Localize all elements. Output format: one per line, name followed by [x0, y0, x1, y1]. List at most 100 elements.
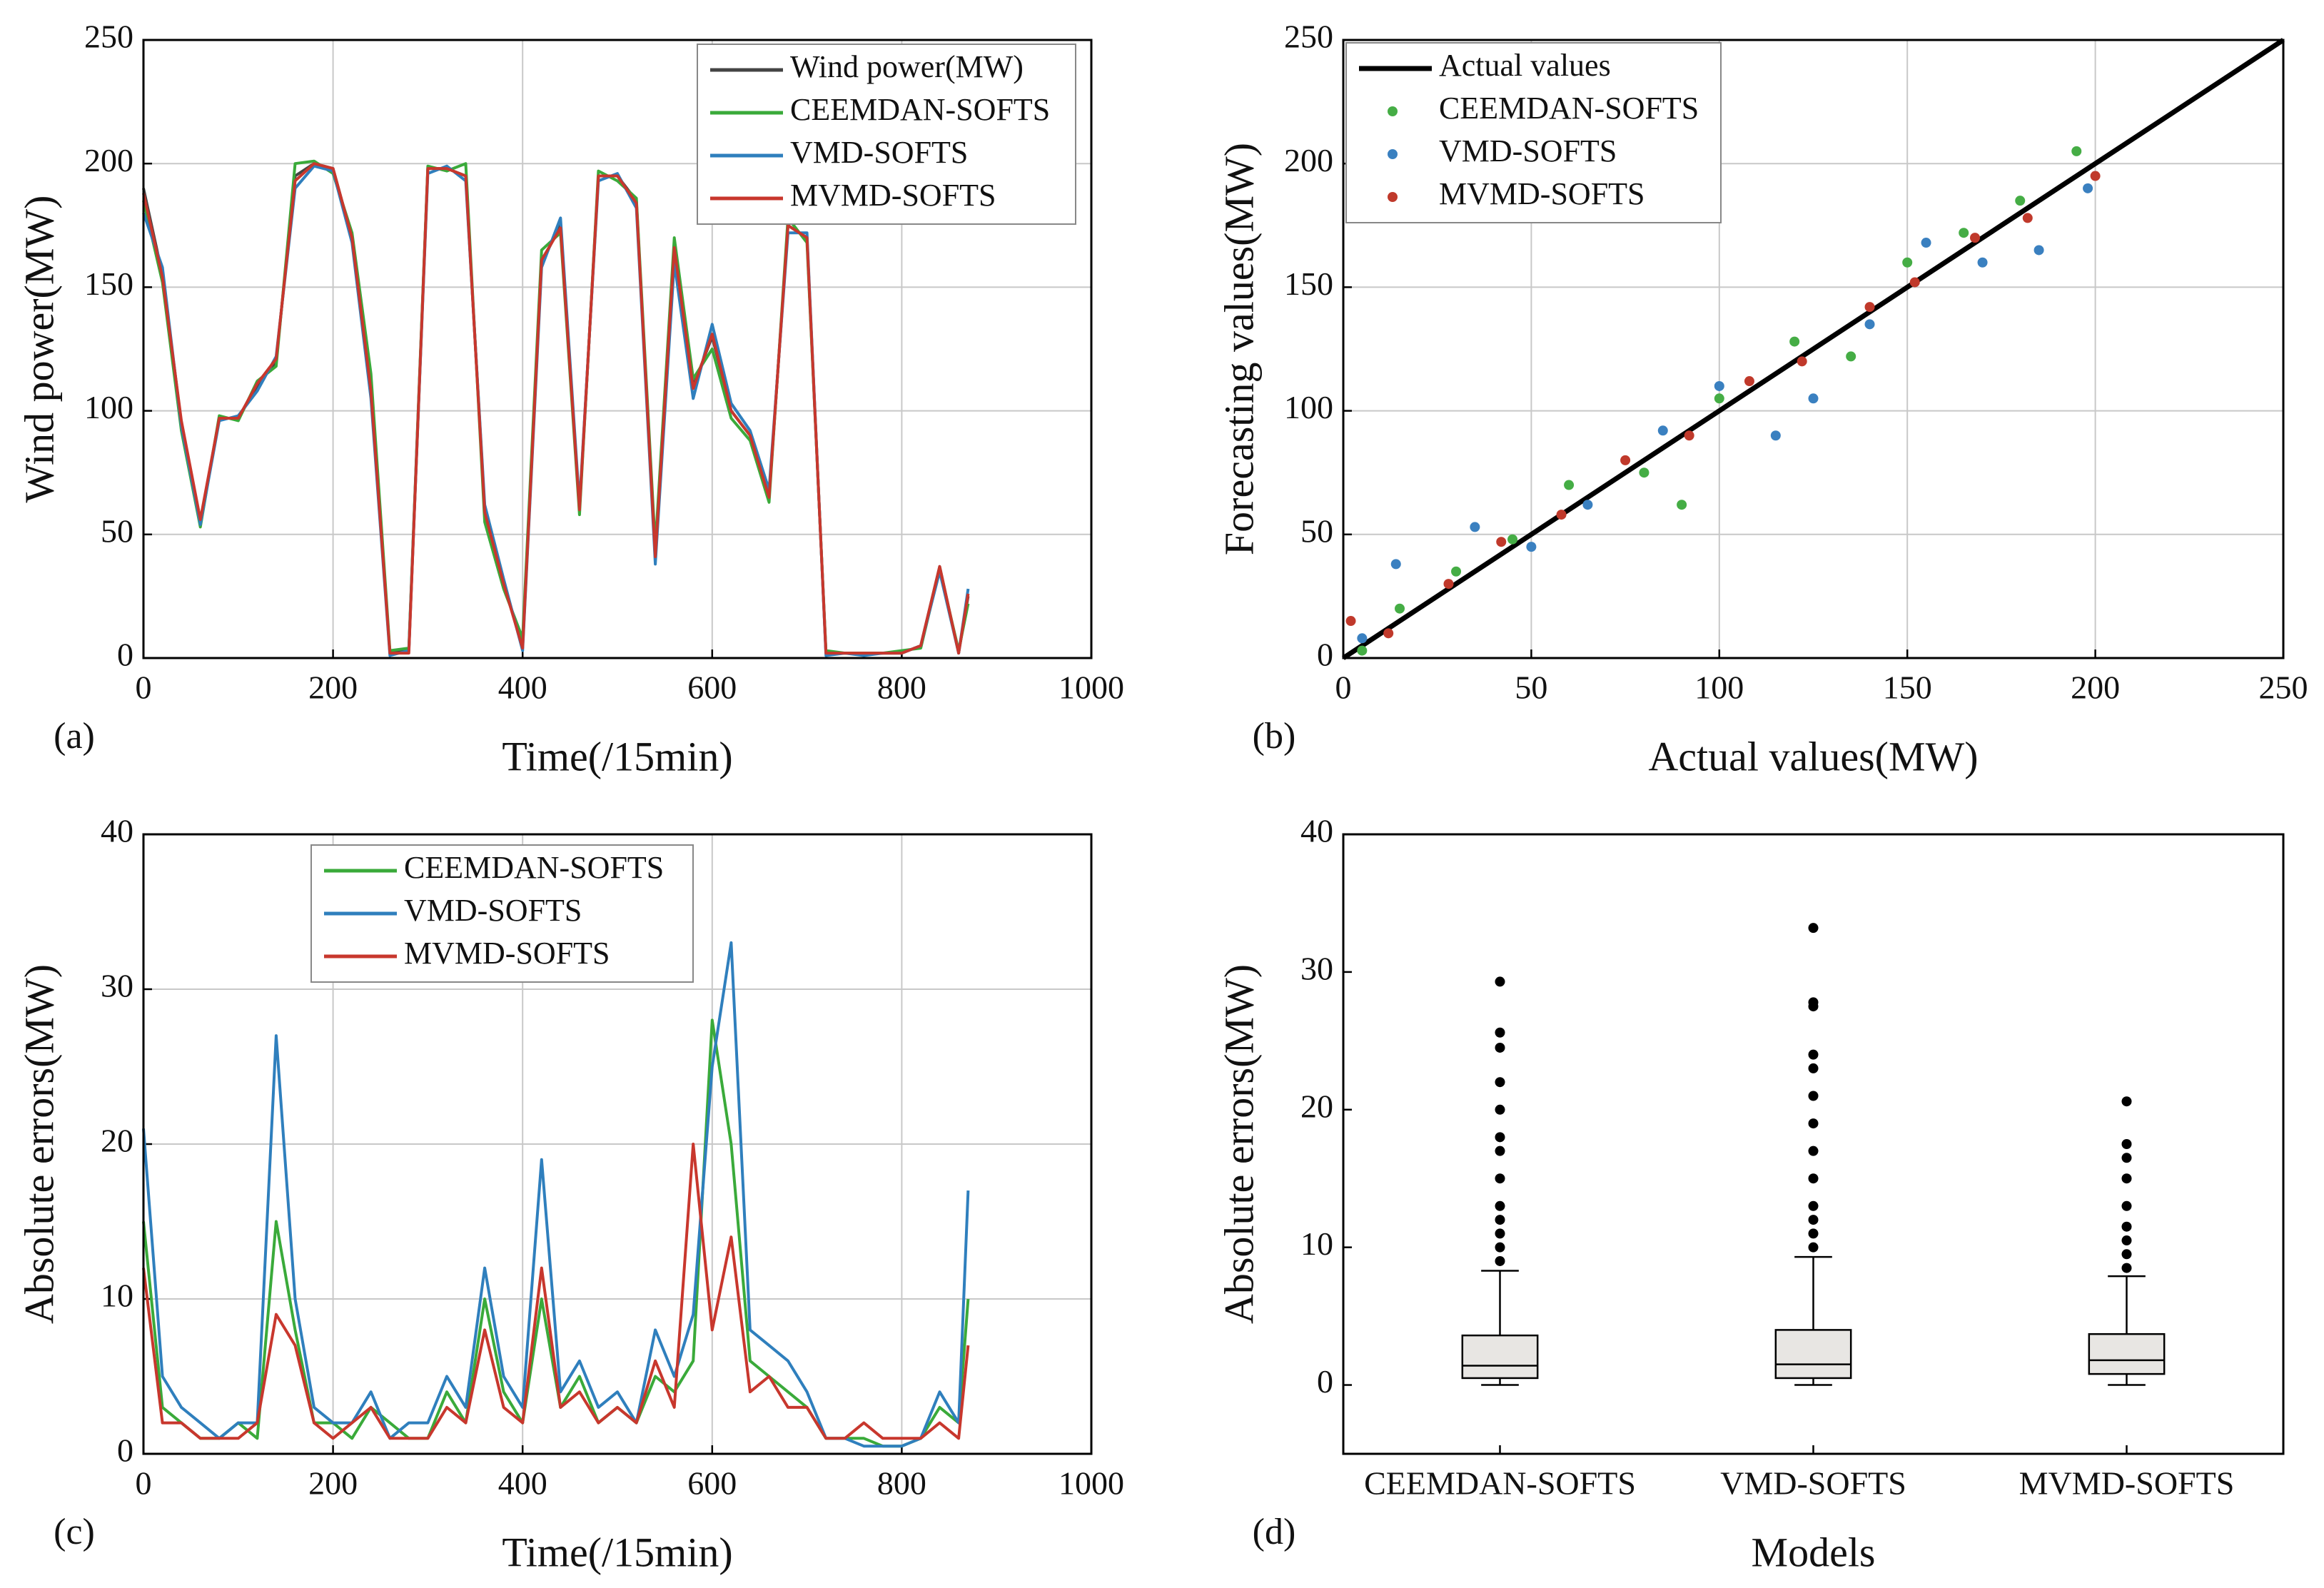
scatter-point [2034, 245, 2044, 256]
outlier [2121, 1263, 2132, 1273]
x-tick-label: 400 [498, 669, 547, 706]
x-tick-label: 100 [1694, 669, 1744, 706]
panel-label: (b) [1253, 716, 1296, 757]
scatter-point [1451, 566, 1462, 577]
x-tick-label: 0 [136, 669, 152, 706]
x-tick-label: 600 [687, 1465, 737, 1502]
plot-frame [1342, 39, 2285, 659]
x-tick-label: VMD-SOFTS [1720, 1465, 1906, 1502]
scatter-point [1770, 430, 1781, 441]
y-tick-label: 30 [1300, 950, 1333, 986]
outlier [1495, 1104, 1505, 1115]
legend: Wind power(MW) CEEMDAN-SOFTS VMD-SOFTS MVMD… [697, 44, 1076, 225]
plot-frame [142, 833, 1093, 1455]
outlier [1808, 1215, 1819, 1225]
outlier [1808, 1063, 1819, 1073]
scatter-point [1864, 319, 1875, 330]
y-tick-label: 150 [84, 265, 133, 302]
scatter-point [1714, 380, 1724, 391]
panel: 0 50 100 150 200 250 0 50 100 150 200 250 Actual val… [1216, 19, 2308, 780]
outlier [2121, 1153, 2132, 1163]
legend-label: MVMD-SOFTS [1439, 176, 1645, 211]
y-tick-label: 200 [1284, 142, 1333, 178]
outlier [1495, 1077, 1505, 1088]
outlier [1808, 1200, 1819, 1211]
box [1774, 1329, 1852, 1380]
outlier [1495, 1200, 1505, 1211]
scatter-point [1582, 500, 1593, 510]
y-tick-label: 10 [1300, 1225, 1333, 1262]
legend-swatch [1388, 192, 1398, 202]
scatter-point [1357, 633, 1368, 644]
y-tick-label: 20 [101, 1123, 133, 1159]
x-tick-label: 1000 [1059, 669, 1124, 706]
legend-swatch [1388, 106, 1398, 116]
x-axis-title: Actual values(MW) [1648, 733, 1978, 779]
outlier [1495, 1255, 1505, 1266]
scatter-point [1921, 238, 1931, 248]
y-tick-label: 20 [1300, 1088, 1333, 1124]
outlier [1495, 1027, 1505, 1038]
outlier [1495, 1173, 1505, 1184]
outlier [1808, 997, 1819, 1008]
x-tick-label: 0 [1335, 669, 1352, 706]
y-tick-label: 250 [1284, 19, 1333, 55]
outlier [1495, 976, 1505, 987]
legend-label: MVMD-SOFTS [790, 178, 996, 213]
legend-box [1345, 42, 1722, 223]
outlier [1808, 1118, 1819, 1129]
legend-label: Wind power(MW) [790, 49, 1024, 84]
outlier [2121, 1221, 2132, 1232]
scatter-point [1684, 430, 1694, 441]
x-axis-title: Time(/15min) [502, 1529, 732, 1575]
scatter-point [1395, 603, 1405, 614]
scatter-point [1496, 537, 1507, 547]
x-axis-title: Time(/15min) [502, 733, 732, 779]
scatter-point [1443, 579, 1454, 590]
scatter-point [2083, 183, 2093, 193]
outlier [1808, 1049, 1819, 1060]
scatter-point [1846, 351, 1856, 362]
outlier [2121, 1139, 2132, 1149]
scatter-point [1959, 228, 1969, 238]
y-tick-label: 0 [117, 1432, 133, 1469]
scatter-point [1357, 645, 1368, 656]
outlier [1495, 1242, 1505, 1253]
y-tick-label: 0 [1317, 637, 1333, 673]
y-tick-label: 250 [84, 19, 133, 55]
legend-label: MVMD-SOFTS [404, 936, 610, 971]
legend-box [697, 44, 1076, 225]
y-tick-label: 200 [84, 142, 133, 178]
x-tick-label: MVMD-SOFTS [2019, 1465, 2235, 1502]
outlier [2121, 1200, 2132, 1211]
scatter-point [1970, 233, 1981, 243]
panel-label: (a) [54, 716, 95, 757]
legend: Actual values CEEMDAN-SOFTS VMD-SOFTS MVMD-… [1345, 42, 1722, 223]
scatter-point [1808, 393, 1819, 404]
data-line [142, 1143, 970, 1440]
x-tick-label: 150 [1883, 669, 1932, 706]
x-tick-label: 200 [308, 1465, 358, 1502]
plot-frame [142, 39, 1093, 659]
y-axis-title: Forecasting values(MW) [1216, 143, 1262, 555]
outlier [1808, 923, 1819, 934]
legend-label: Actual values [1439, 48, 1611, 83]
scatter-point [1977, 257, 1988, 268]
scatter-point [1556, 510, 1567, 520]
scatter-point [1677, 500, 1687, 510]
scatter-point [1383, 628, 1394, 639]
legend-label: VMD-SOFTS [404, 893, 582, 928]
data-line [142, 162, 970, 655]
outlier [1495, 1215, 1505, 1225]
y-tick-label: 100 [84, 389, 133, 425]
scatter-point [1507, 534, 1518, 545]
x-axis-title: Models [1752, 1529, 1876, 1575]
outlier [2121, 1173, 2132, 1184]
outlier [2121, 1096, 2132, 1107]
x-tick-label: 800 [877, 1465, 926, 1502]
legend-label: CEEMDAN-SOFTS [1439, 91, 1699, 126]
legend-label: VMD-SOFTS [1439, 133, 1617, 168]
scatter-point [1714, 393, 1724, 404]
